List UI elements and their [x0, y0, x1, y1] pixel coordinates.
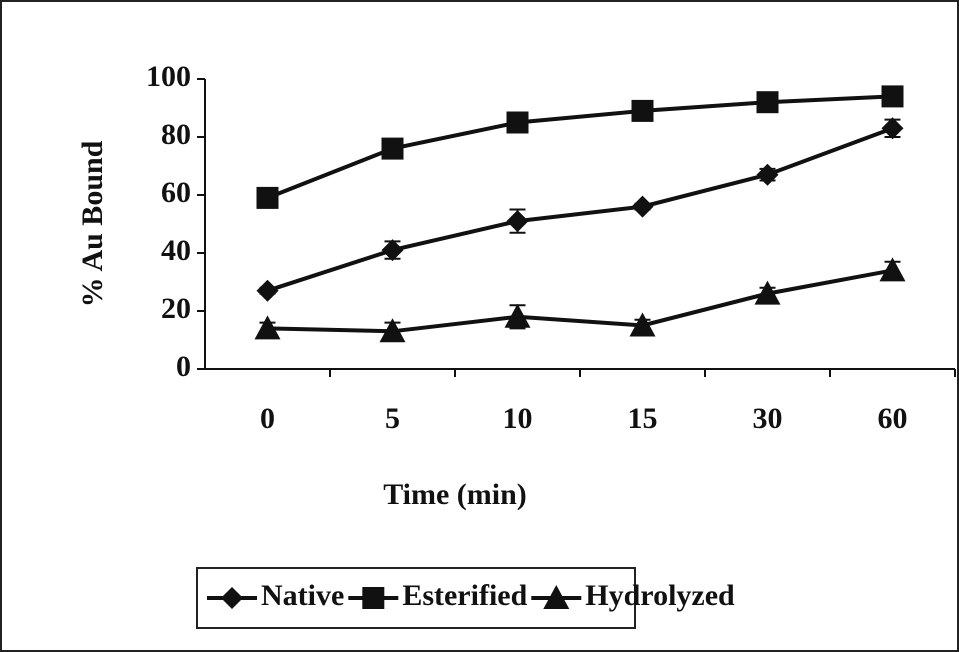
marker: [254, 315, 281, 340]
marker: [381, 137, 404, 160]
marker: [506, 210, 529, 233]
legend-marker: [221, 587, 243, 609]
y-tick-label: 60: [161, 176, 191, 209]
series-line: [266, 94, 893, 200]
x-tick-label: 15: [628, 402, 658, 435]
series-line: [267, 268, 893, 334]
marker: [756, 91, 779, 114]
y-tick-label: 40: [161, 234, 191, 267]
marker: [379, 318, 406, 343]
y-tick-label: 80: [161, 118, 191, 151]
marker: [631, 195, 654, 218]
y-axis-label: % Au Bound: [76, 140, 109, 307]
x-tick-label: 10: [503, 402, 533, 435]
legend-box: [196, 567, 636, 629]
marker: [754, 280, 781, 305]
legend-marker: [362, 587, 385, 609]
y-tick-label: 100: [146, 60, 191, 93]
legend-label: Hydrolyzed: [585, 579, 735, 612]
y-tick-label: 0: [176, 350, 191, 383]
marker: [756, 163, 779, 186]
x-tick-label: 30: [753, 402, 783, 435]
x-tick-label: 5: [385, 402, 400, 435]
legend-label: Native: [261, 579, 344, 612]
marker: [879, 257, 906, 282]
marker: [881, 85, 904, 108]
marker: [381, 239, 404, 262]
x-axis-label: Time (min): [383, 478, 527, 511]
legend-label: Esterified: [402, 579, 527, 612]
series-line: [266, 126, 894, 293]
x-tick-label: 60: [878, 402, 908, 435]
legend-marker: [543, 585, 570, 609]
marker: [881, 117, 904, 140]
marker: [631, 99, 654, 122]
y-tick-label: 20: [161, 292, 191, 325]
x-tick-label: 0: [260, 402, 275, 435]
marker: [256, 279, 279, 302]
marker: [629, 312, 656, 337]
marker: [506, 111, 529, 134]
marker: [256, 186, 279, 209]
marker: [504, 303, 531, 328]
